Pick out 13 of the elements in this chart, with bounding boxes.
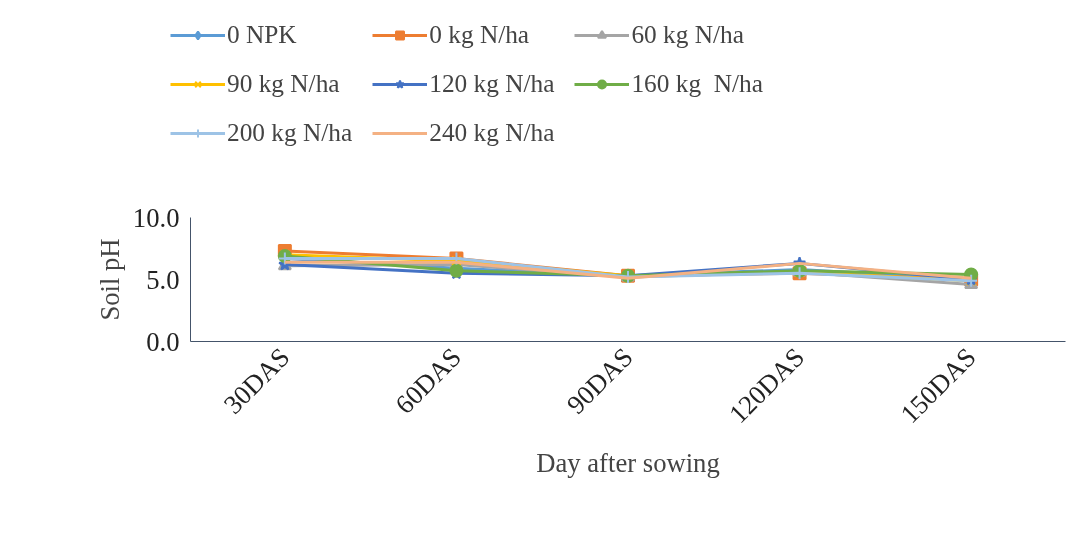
legend-label: 200 kg N/ha: [227, 118, 353, 147]
y-tick-label: 10.0: [132, 202, 180, 233]
y-tick-label: 5.0: [146, 264, 180, 295]
y-axis-title: Soil pH: [94, 238, 125, 321]
legend-label: 120 kg N/ha: [429, 69, 555, 98]
legend-label: 0 kg N/ha: [429, 20, 530, 49]
legend-label: 60 kg N/ha: [631, 20, 744, 49]
y-tick-label: 0.0: [146, 326, 180, 357]
x-axis-title: Day after sowing: [536, 447, 720, 478]
legend-label: 90 kg N/ha: [227, 69, 340, 98]
legend-label: 0 NPK: [227, 20, 297, 49]
legend-label: 240 kg N/ha: [429, 118, 555, 147]
legend-label: 160 kg N/ha: [631, 69, 763, 98]
